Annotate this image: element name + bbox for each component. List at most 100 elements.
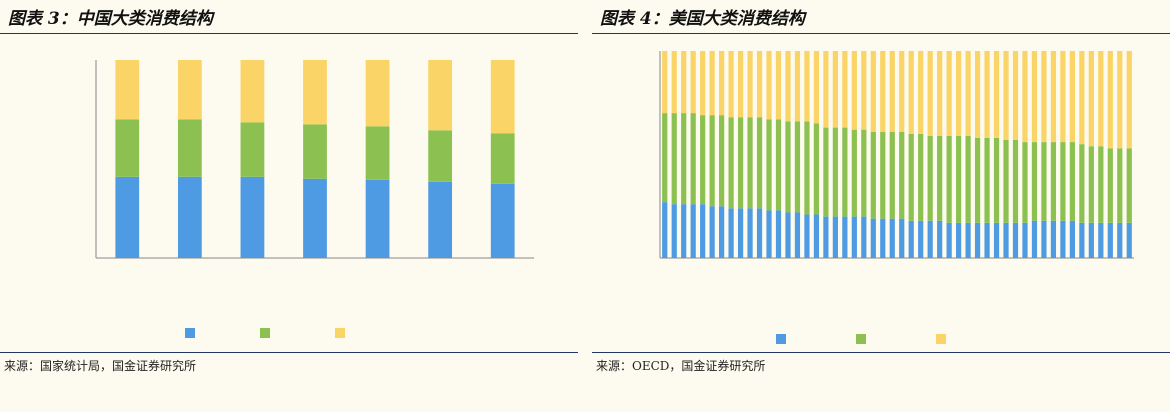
bar-segment xyxy=(823,216,829,258)
bar-segment xyxy=(177,60,202,120)
bar-segment xyxy=(1088,51,1094,147)
bar-segment xyxy=(889,218,895,258)
bar-segment xyxy=(690,204,696,258)
bar-segment xyxy=(1088,146,1094,223)
bar-segment xyxy=(870,131,876,219)
bar-segment xyxy=(1003,222,1009,258)
bar-segment xyxy=(899,131,905,219)
bar-segment xyxy=(1003,140,1009,223)
bar-segment xyxy=(428,181,453,258)
us-stacked-bar-chart xyxy=(659,51,1134,344)
legend-swatch xyxy=(185,328,195,338)
bar-segment xyxy=(1107,222,1113,258)
bar-segment xyxy=(747,51,753,118)
bar-segment xyxy=(490,133,515,184)
bar-segment xyxy=(719,115,725,207)
bar-segment xyxy=(1069,220,1075,258)
bar-segment xyxy=(861,51,867,130)
bar-segment xyxy=(775,51,782,120)
bar-segment xyxy=(1012,140,1019,223)
bar-segment xyxy=(240,122,265,177)
bar-segment xyxy=(1041,220,1047,258)
bar-segment xyxy=(851,51,857,130)
bar-segment xyxy=(1117,148,1123,223)
bar-segment xyxy=(993,222,1000,258)
bar-segment xyxy=(709,115,715,207)
bar-segment xyxy=(1041,51,1047,143)
source-rule xyxy=(0,352,578,353)
bar-segment xyxy=(490,60,515,134)
legend-swatch xyxy=(260,328,270,338)
bar-segment xyxy=(671,204,677,258)
bar-segment xyxy=(1069,51,1075,143)
bar-segment xyxy=(1126,51,1132,149)
bar-segment xyxy=(1022,142,1028,223)
bar-segment xyxy=(927,51,933,136)
bar-segment xyxy=(115,119,140,177)
bar-segment xyxy=(861,216,867,258)
bar-segment xyxy=(918,133,924,221)
bar-segment xyxy=(756,208,763,258)
bar-segment xyxy=(984,222,990,258)
bar-segment xyxy=(974,137,981,223)
bar-segment xyxy=(303,124,327,179)
bar-segment xyxy=(984,137,990,223)
bar-segment xyxy=(303,60,327,125)
bar-segment xyxy=(365,126,390,180)
bar-segment xyxy=(737,208,744,258)
bar-segment xyxy=(1088,222,1094,258)
bar-segment xyxy=(428,130,453,182)
bar-segment xyxy=(671,113,677,205)
bar-segment xyxy=(832,51,838,128)
bar-segment xyxy=(785,51,791,122)
bar-segment xyxy=(918,51,924,134)
bar-segment xyxy=(899,51,905,132)
bar-segment xyxy=(937,135,943,221)
bar-segment xyxy=(899,218,905,258)
bar-segment xyxy=(946,135,952,223)
bar-segment xyxy=(728,51,734,118)
bar-segment xyxy=(766,210,772,258)
bar-segment xyxy=(1041,142,1047,221)
bar-segment xyxy=(662,51,668,114)
bar-segment xyxy=(851,216,857,258)
bar-segment xyxy=(709,51,715,116)
china-stacked-bar-chart xyxy=(95,60,534,338)
bar-segment xyxy=(490,183,515,258)
bar-segment xyxy=(974,222,981,258)
bar-segment xyxy=(747,208,753,258)
bar-segment xyxy=(747,117,753,209)
bar-segment xyxy=(719,206,725,258)
bar-segment xyxy=(775,210,782,258)
bar-segment xyxy=(719,51,725,116)
chart-title: 图表 4：美国大类消费结构 xyxy=(600,9,805,29)
bar-segment xyxy=(1012,51,1019,141)
bar-segment xyxy=(1107,51,1113,149)
bar-segment xyxy=(1031,51,1038,143)
legend-swatch xyxy=(936,334,946,344)
bar-segment xyxy=(804,214,810,258)
bar-segment xyxy=(690,113,696,205)
source-rule xyxy=(592,352,1170,353)
bar-segment xyxy=(662,202,668,258)
bar-segment xyxy=(177,119,202,177)
bar-segment xyxy=(965,135,971,223)
bar-segment xyxy=(956,51,962,136)
bar-segment xyxy=(1098,51,1104,147)
bar-segment xyxy=(880,51,886,132)
bar-segment xyxy=(728,208,734,258)
bar-segment xyxy=(842,127,848,217)
bar-segment xyxy=(813,214,820,258)
bar-segment xyxy=(785,212,791,258)
bar-segment xyxy=(1126,222,1132,258)
bar-segment xyxy=(1031,220,1038,258)
bar-segment xyxy=(908,220,914,258)
bar-segment xyxy=(737,117,744,209)
bar-segment xyxy=(1107,148,1113,223)
bar-segment xyxy=(908,51,914,134)
bar-segment xyxy=(1117,51,1123,149)
bar-segment xyxy=(365,60,390,127)
china-consumption-panel: 图表 3：中国大类消费结构 来源：国家统计局，国金证券研究所 xyxy=(0,0,578,412)
bar-segment xyxy=(927,135,933,221)
bar-segment xyxy=(956,135,962,223)
